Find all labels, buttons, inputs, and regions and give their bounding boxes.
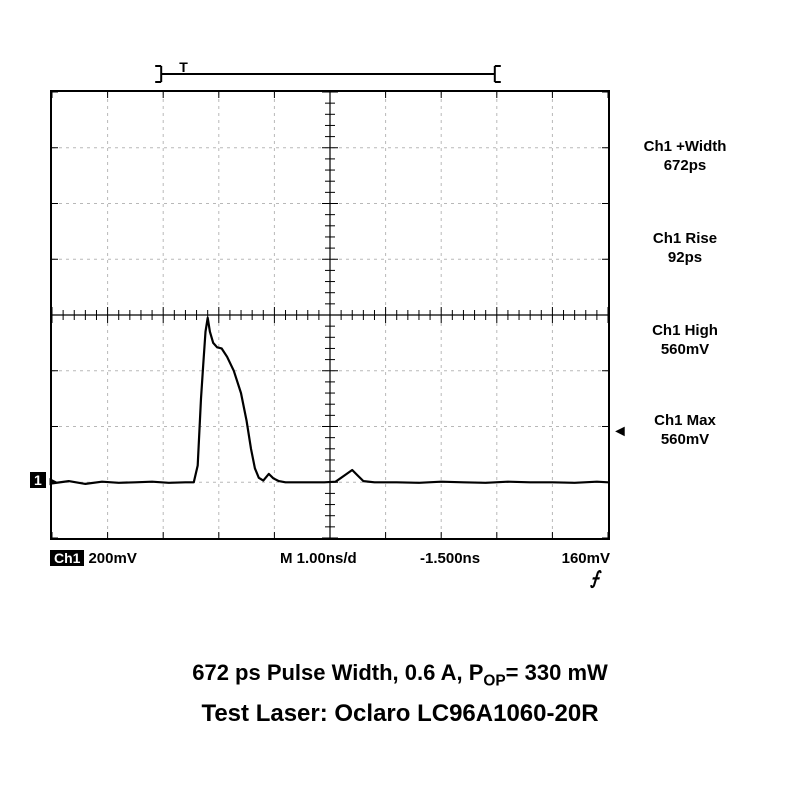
caption-line-1: 672 ps Pulse Width, 0.6 A, POP= 330 mW [0, 660, 800, 690]
figure-root: T 1▸ ◄ Ch1 +Width672psCh1 Rise92psCh1 Hi… [0, 0, 800, 800]
scope-bottom-bar: Ch1200mV M 1.00ns/d -1.500ns 160mV ⨍ [50, 550, 750, 580]
oscilloscope-screenshot: T 1▸ ◄ Ch1 +Width672psCh1 Rise92psCh1 Hi… [50, 60, 750, 620]
scope-plot-area: 1▸ [50, 90, 610, 540]
scope-waveform [52, 92, 608, 538]
readout-label: Ch1 +Width [620, 138, 750, 157]
timebase-label: M 1.00ns/d [280, 550, 357, 567]
volts-per-div: 200mV [88, 550, 136, 567]
channel-scale: Ch1200mV [50, 550, 137, 567]
readout-label: Ch1 Rise [620, 230, 750, 249]
svg-text:T: T [179, 60, 188, 75]
measurement-readouts: Ch1 +Width672psCh1 Rise92psCh1 High560mV… [620, 90, 750, 540]
channel-ground-indicator: 1▸ [30, 472, 56, 489]
readout-0: Ch1 +Width672ps [620, 138, 750, 176]
readout-1: Ch1 Rise92ps [620, 230, 750, 268]
readout-label: Ch1 Max [620, 412, 750, 431]
trigger-level-label: 160mV [558, 550, 610, 567]
channel-label-box: Ch1 [50, 550, 84, 566]
readout-value: 560mV [620, 431, 750, 450]
channel-indicator-label: 1 [30, 472, 46, 488]
delay-label: -1.500ns [420, 550, 480, 567]
readout-label: Ch1 High [620, 322, 750, 341]
readout-2: Ch1 High560mV [620, 322, 750, 360]
readout-3: Ch1 Max560mV [620, 412, 750, 450]
readout-value: 92ps [620, 249, 750, 268]
readout-value: 672ps [620, 157, 750, 176]
cursor-bracket-bar: T [50, 60, 610, 85]
trigger-edge-icon: ⨍ [590, 568, 599, 589]
caption-line-2: Test Laser: Oclaro LC96A1060-20R [0, 700, 800, 728]
readout-value: 560mV [620, 341, 750, 360]
